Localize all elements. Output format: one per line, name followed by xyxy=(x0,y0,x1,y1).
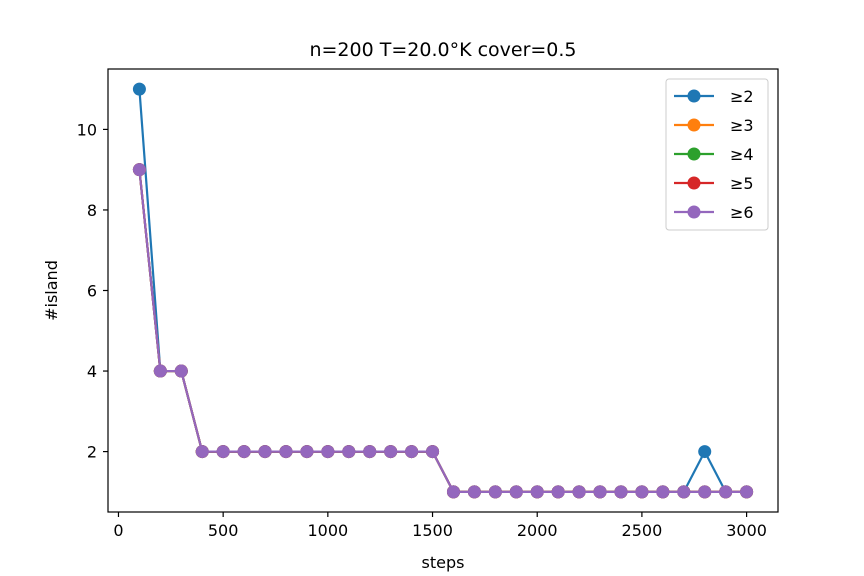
data-point xyxy=(279,445,293,459)
data-point xyxy=(153,364,167,378)
legend-label: ≥5 xyxy=(730,174,754,193)
legend-item: ≥2 xyxy=(674,87,754,106)
legend-label: ≥3 xyxy=(730,116,754,135)
x-tick-label: 500 xyxy=(208,521,239,540)
data-point xyxy=(132,82,146,96)
legend-marker xyxy=(687,176,701,190)
data-point xyxy=(530,485,544,499)
data-point xyxy=(593,485,607,499)
series-line xyxy=(138,169,747,493)
y-axis: 2 4 6 8 10 xyxy=(77,120,108,462)
y-tick-label: 2 xyxy=(87,443,97,462)
series-line xyxy=(138,169,747,493)
data-point xyxy=(174,364,188,378)
data-point xyxy=(384,445,398,459)
series-line xyxy=(138,89,747,493)
y-tick-label: 8 xyxy=(87,201,97,220)
y-tick-label: 6 xyxy=(87,282,97,301)
data-point xyxy=(342,445,356,459)
x-tick-label: 0 xyxy=(113,521,123,540)
x-tick-label: 2000 xyxy=(517,521,558,540)
y-tick-label: 4 xyxy=(87,362,97,381)
x-tick-label: 1500 xyxy=(412,521,453,540)
series-line xyxy=(138,169,747,493)
data-point xyxy=(698,485,712,499)
data-point xyxy=(132,163,146,177)
legend-item: ≥5 xyxy=(674,174,754,193)
legend-box xyxy=(665,78,769,231)
data-point xyxy=(321,445,335,459)
data-point xyxy=(635,485,649,499)
data-point xyxy=(446,485,460,499)
x-axis: 0 500 1000 1500 2000 2500 3000 xyxy=(113,512,767,540)
data-point xyxy=(426,445,440,459)
data-point xyxy=(237,445,251,459)
legend-item: ≥4 xyxy=(674,145,754,164)
data-point xyxy=(719,485,733,499)
data-point xyxy=(614,485,628,499)
data-point xyxy=(467,485,481,499)
legend-marker xyxy=(687,118,701,132)
data-point xyxy=(216,445,230,459)
x-tick-label: 2500 xyxy=(622,521,663,540)
y-tick-label: 10 xyxy=(77,120,97,139)
series-1 xyxy=(132,82,754,499)
data-point xyxy=(363,445,377,459)
x-axis-title: steps xyxy=(422,553,465,572)
data-point xyxy=(677,485,691,499)
data-point xyxy=(258,445,272,459)
data-point xyxy=(572,485,586,499)
y-axis-title: #island xyxy=(42,260,61,321)
legend-marker xyxy=(687,147,701,161)
data-point xyxy=(698,445,712,459)
data-point xyxy=(300,445,314,459)
legend-item: ≥6 xyxy=(674,203,754,222)
legend-item: ≥3 xyxy=(674,116,754,135)
data-point xyxy=(488,485,502,499)
series-5 xyxy=(132,163,754,499)
x-tick-label: 3000 xyxy=(726,521,767,540)
legend-label: ≥4 xyxy=(730,145,754,164)
legend-label: ≥6 xyxy=(730,203,754,222)
legend-label: ≥2 xyxy=(730,87,754,106)
legend-marker xyxy=(687,205,701,219)
x-tick-label: 1000 xyxy=(307,521,348,540)
data-point xyxy=(656,485,670,499)
data-point xyxy=(740,485,754,499)
data-point xyxy=(405,445,419,459)
data-point xyxy=(195,445,209,459)
legend-marker xyxy=(687,89,701,103)
series-line xyxy=(138,169,747,493)
plot-area xyxy=(132,82,754,499)
data-point xyxy=(509,485,523,499)
legend: ≥2 ≥3 ≥4 ≥5 ≥6 xyxy=(665,78,769,231)
data-point xyxy=(551,485,565,499)
chart-title: n=200 T=20.0°K cover=0.5 xyxy=(309,39,576,61)
